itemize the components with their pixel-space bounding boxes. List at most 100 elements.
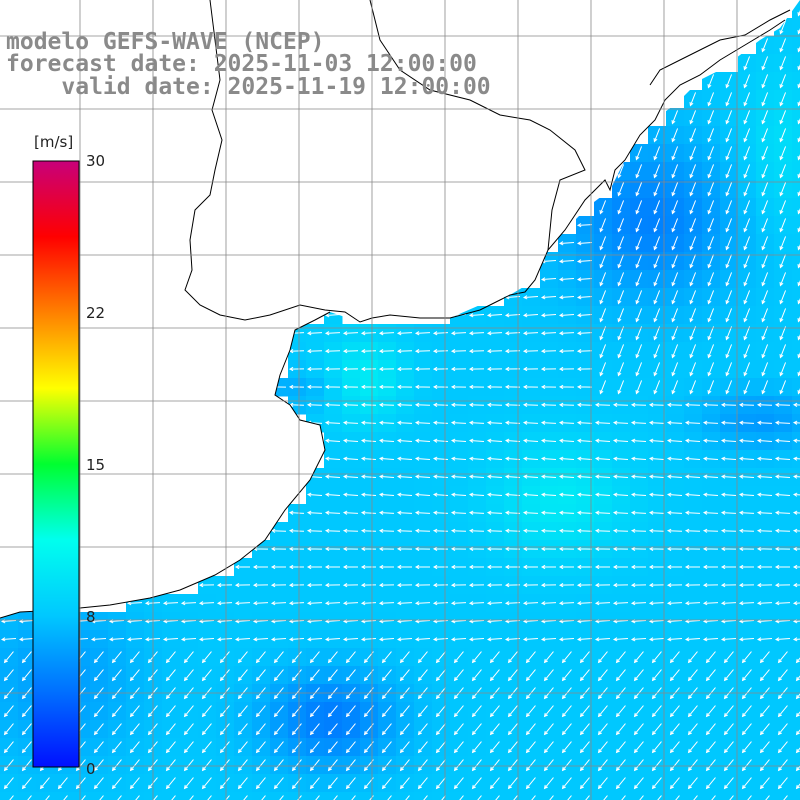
wind-arrow	[396, 510, 413, 515]
wind-arrow	[761, 56, 769, 71]
wind-arrow	[489, 669, 500, 682]
wind-arrow	[3, 669, 14, 682]
wind-arrow	[540, 331, 557, 336]
wind-arrow	[291, 723, 302, 736]
wind-arrow	[684, 637, 701, 642]
wind-arrow	[774, 528, 791, 533]
wind-arrow	[774, 492, 791, 497]
wind-arrow	[381, 705, 392, 718]
wind-arrow	[183, 651, 194, 664]
wind-arrow	[651, 723, 662, 736]
wind-arrow	[635, 254, 643, 269]
wind-arrow	[540, 366, 557, 372]
speed-cell	[288, 792, 307, 800]
wind-arrow	[599, 218, 607, 233]
wind-arrow	[558, 384, 575, 390]
wind-arrow	[615, 651, 626, 664]
speed-cell	[792, 270, 800, 289]
wind-arrow	[558, 564, 575, 570]
wind-arrow	[792, 510, 800, 515]
wind-arrow	[360, 546, 377, 552]
wind-arrow	[671, 218, 679, 233]
wind-arrow	[288, 582, 305, 588]
wind-arrow	[741, 759, 752, 772]
wind-arrow	[432, 546, 449, 552]
wind-arrow	[599, 344, 607, 359]
wind-arrow	[792, 420, 800, 425]
wind-arrow	[707, 182, 715, 197]
wind-arrow	[666, 564, 683, 570]
wind-arrow	[684, 438, 701, 443]
speed-cell	[792, 90, 800, 109]
wind-arrow	[684, 474, 701, 479]
speed-cell	[180, 792, 199, 800]
wind-arrow	[756, 474, 773, 479]
wind-arrow	[270, 528, 287, 533]
wind-arrow	[653, 380, 661, 395]
wind-arrow	[360, 582, 377, 588]
wind-arrow	[291, 705, 302, 718]
wind-arrow	[396, 366, 413, 372]
wind-arrow	[599, 200, 607, 215]
wind-arrow	[396, 637, 413, 642]
wind-arrow	[579, 777, 590, 790]
wind-arrow	[720, 528, 737, 533]
wind-arrow	[360, 366, 377, 372]
wind-arrow	[594, 564, 611, 570]
wind-arrow	[792, 546, 800, 552]
wind-arrow	[653, 272, 661, 287]
wind-arrow	[576, 402, 593, 407]
wind-arrow	[468, 438, 485, 443]
wind-arrow	[741, 723, 752, 736]
wind-arrow	[576, 331, 593, 336]
wind-arrow	[779, 182, 787, 197]
wind-arrow	[360, 528, 377, 533]
wind-arrow	[255, 705, 266, 718]
wind-arrow	[707, 236, 715, 251]
wind-arrow	[306, 492, 323, 497]
wind-arrow	[453, 723, 464, 736]
wind-arrow	[630, 492, 647, 497]
wind-arrow	[720, 438, 737, 443]
wind-arrow	[576, 438, 593, 443]
wind-arrow	[797, 244, 800, 251]
wind-arrow	[360, 349, 377, 354]
wind-arrow	[725, 254, 733, 269]
wind-arrow	[599, 362, 607, 377]
wind-arrow	[378, 420, 395, 425]
wind-arrow	[345, 651, 356, 664]
wind-arrow	[522, 582, 539, 588]
wind-arrow	[219, 777, 230, 790]
wind-arrow	[216, 637, 233, 642]
wind-arrow	[743, 290, 751, 305]
wind-arrow	[723, 759, 734, 772]
wind-arrow	[707, 326, 715, 341]
wind-arrow	[635, 146, 643, 161]
wind-arrow	[540, 492, 557, 497]
wind-arrow	[273, 777, 284, 790]
wind-arrow	[756, 564, 773, 570]
wind-arrow	[486, 564, 503, 570]
wind-arrow	[671, 362, 679, 377]
wind-arrow	[471, 741, 482, 754]
wind-arrow	[795, 729, 800, 736]
wind-arrow	[777, 759, 788, 772]
wind-arrow	[761, 308, 769, 323]
wind-arrow	[273, 705, 284, 718]
speed-cell	[792, 0, 800, 19]
wind-arrow	[579, 723, 590, 736]
wind-arrow	[558, 349, 575, 354]
wind-arrow	[522, 313, 539, 318]
speed-cell	[792, 378, 800, 397]
wind-arrow	[468, 366, 485, 372]
wind-arrow	[342, 402, 359, 407]
wind-arrow	[792, 492, 800, 497]
wind-arrow	[743, 272, 751, 287]
wind-arrow	[396, 349, 413, 354]
wind-arrow	[378, 438, 395, 443]
wind-arrow	[453, 705, 464, 718]
wind-arrow	[797, 136, 800, 143]
speed-cell	[450, 792, 469, 800]
wind-arrow	[594, 582, 611, 588]
wind-arrow	[630, 474, 647, 479]
